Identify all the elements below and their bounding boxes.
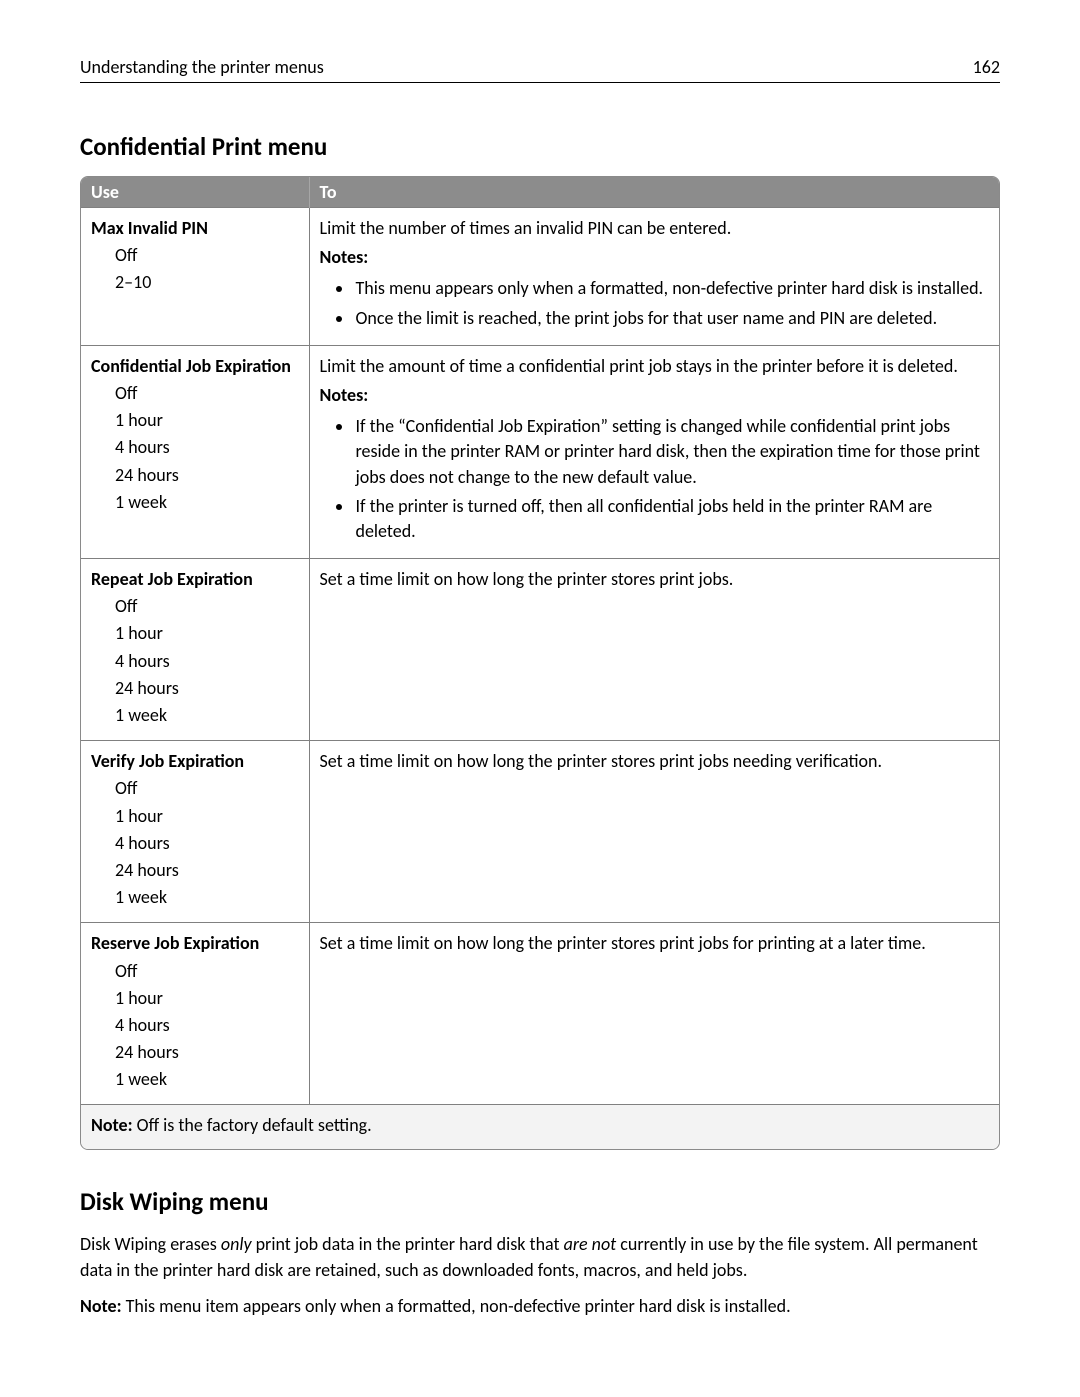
option-item: 24 hours	[115, 676, 299, 701]
option-item: 24 hours	[115, 858, 299, 883]
option-item: 4 hours	[115, 435, 299, 460]
option-item: 4 hours	[115, 831, 299, 856]
note-label: Note:	[80, 1295, 122, 1317]
use-cell: Verify Job Expiration Off 1 hour 4 hours…	[81, 741, 309, 923]
setting-title: Verify Job Expiration	[91, 750, 244, 772]
footnote-text: Off is the factory default setting.	[133, 1114, 372, 1136]
page-number: 162	[973, 56, 1000, 78]
col-header-to: To	[309, 177, 999, 208]
option-item: 4 hours	[115, 1013, 299, 1038]
option-item: Off	[115, 594, 299, 619]
to-cell: Set a time limit on how long the printer…	[309, 741, 999, 923]
confidential-print-table-wrap: Use To Max Invalid PIN Off 2–10 Limit th…	[80, 176, 1000, 1150]
confidential-print-table: Use To Max Invalid PIN Off 2–10 Limit th…	[81, 177, 999, 1149]
page: Understanding the printer menus 162 Conf…	[0, 0, 1080, 1369]
setting-title: Reserve Job Expiration	[91, 932, 259, 954]
note-item: This menu appears only when a formatted,…	[354, 276, 990, 301]
option-item: 1 hour	[115, 621, 299, 646]
footnote-label: Note:	[91, 1114, 133, 1136]
running-header: Understanding the printer menus 162	[80, 56, 1000, 83]
option-item: 1 hour	[115, 986, 299, 1011]
option-item: 1 hour	[115, 408, 299, 433]
disk-wiping-paragraph: Disk Wiping erases only print job data i…	[80, 1231, 1000, 1283]
use-cell: Confidential Job Expiration Off 1 hour 4…	[81, 345, 309, 558]
table-row: Repeat Job Expiration Off 1 hour 4 hours…	[81, 559, 999, 741]
option-list: Off 1 hour 4 hours 24 hours 1 week	[91, 594, 299, 728]
option-item: 2–10	[115, 270, 299, 295]
to-cell: Set a time limit on how long the printer…	[309, 923, 999, 1105]
setting-desc: Set a time limit on how long the printer…	[320, 932, 926, 954]
option-item: 1 week	[115, 490, 299, 515]
table-header-row: Use To	[81, 177, 999, 208]
to-cell: Limit the amount of time a confidential …	[309, 345, 999, 558]
setting-desc: Limit the number of times an invalid PIN…	[320, 217, 732, 239]
table-row: Max Invalid PIN Off 2–10 Limit the numbe…	[81, 208, 999, 346]
running-head-text: Understanding the printer menus	[80, 56, 324, 78]
to-cell: Set a time limit on how long the printer…	[309, 559, 999, 741]
option-item: Off	[115, 243, 299, 268]
p1b-em: only	[221, 1233, 252, 1255]
note-item: If the “Confidential Job Expiration” set…	[354, 414, 990, 490]
option-item: 24 hours	[115, 1040, 299, 1065]
note-item: If the printer is turned off, then all c…	[354, 494, 990, 544]
option-item: 24 hours	[115, 463, 299, 488]
table-row: Confidential Job Expiration Off 1 hour 4…	[81, 345, 999, 558]
p1a: Disk Wiping erases	[80, 1233, 221, 1255]
option-item: Off	[115, 776, 299, 801]
col-header-use: Use	[81, 177, 309, 208]
option-item: Off	[115, 959, 299, 984]
option-item: 1 week	[115, 703, 299, 728]
option-item: Off	[115, 381, 299, 406]
notes-label: Notes:	[320, 245, 990, 270]
option-list: Off 2–10	[91, 243, 299, 295]
option-item: 1 hour	[115, 804, 299, 829]
option-item: 1 week	[115, 885, 299, 910]
option-list: Off 1 hour 4 hours 24 hours 1 week	[91, 776, 299, 910]
disk-wiping-note: Note: This menu item appears only when a…	[80, 1293, 1000, 1319]
p1d-em: are not	[564, 1233, 617, 1255]
use-cell: Reserve Job Expiration Off 1 hour 4 hour…	[81, 923, 309, 1105]
section-title-disk-wiping: Disk Wiping menu	[80, 1186, 1000, 1217]
p1c: print job data in the printer hard disk …	[252, 1233, 564, 1255]
use-cell: Repeat Job Expiration Off 1 hour 4 hours…	[81, 559, 309, 741]
section-title-confidential-print: Confidential Print menu	[80, 131, 1000, 162]
table-footnote: Note: Off is the factory default setting…	[81, 1105, 999, 1149]
option-list: Off 1 hour 4 hours 24 hours 1 week	[91, 381, 299, 515]
notes-label: Notes:	[320, 383, 990, 408]
table-row: Verify Job Expiration Off 1 hour 4 hours…	[81, 741, 999, 923]
setting-title: Max Invalid PIN	[91, 217, 208, 239]
setting-title: Confidential Job Expiration	[91, 355, 291, 377]
setting-desc: Set a time limit on how long the printer…	[320, 568, 734, 590]
section-disk-wiping: Disk Wiping menu Disk Wiping erases only…	[80, 1186, 1000, 1319]
note-item: Once the limit is reached, the print job…	[354, 306, 990, 331]
to-cell: Limit the number of times an invalid PIN…	[309, 208, 999, 346]
notes-list: This menu appears only when a formatted,…	[320, 276, 990, 330]
table-footnote-row: Note: Off is the factory default setting…	[81, 1105, 999, 1149]
setting-title: Repeat Job Expiration	[91, 568, 253, 590]
option-item: 1 week	[115, 1067, 299, 1092]
table-row: Reserve Job Expiration Off 1 hour 4 hour…	[81, 923, 999, 1105]
option-list: Off 1 hour 4 hours 24 hours 1 week	[91, 959, 299, 1093]
setting-desc: Set a time limit on how long the printer…	[320, 750, 883, 772]
note-text: This menu item appears only when a forma…	[122, 1295, 791, 1317]
notes-list: If the “Confidential Job Expiration” set…	[320, 414, 990, 544]
option-item: 4 hours	[115, 649, 299, 674]
use-cell: Max Invalid PIN Off 2–10	[81, 208, 309, 346]
setting-desc: Limit the amount of time a confidential …	[320, 355, 958, 377]
